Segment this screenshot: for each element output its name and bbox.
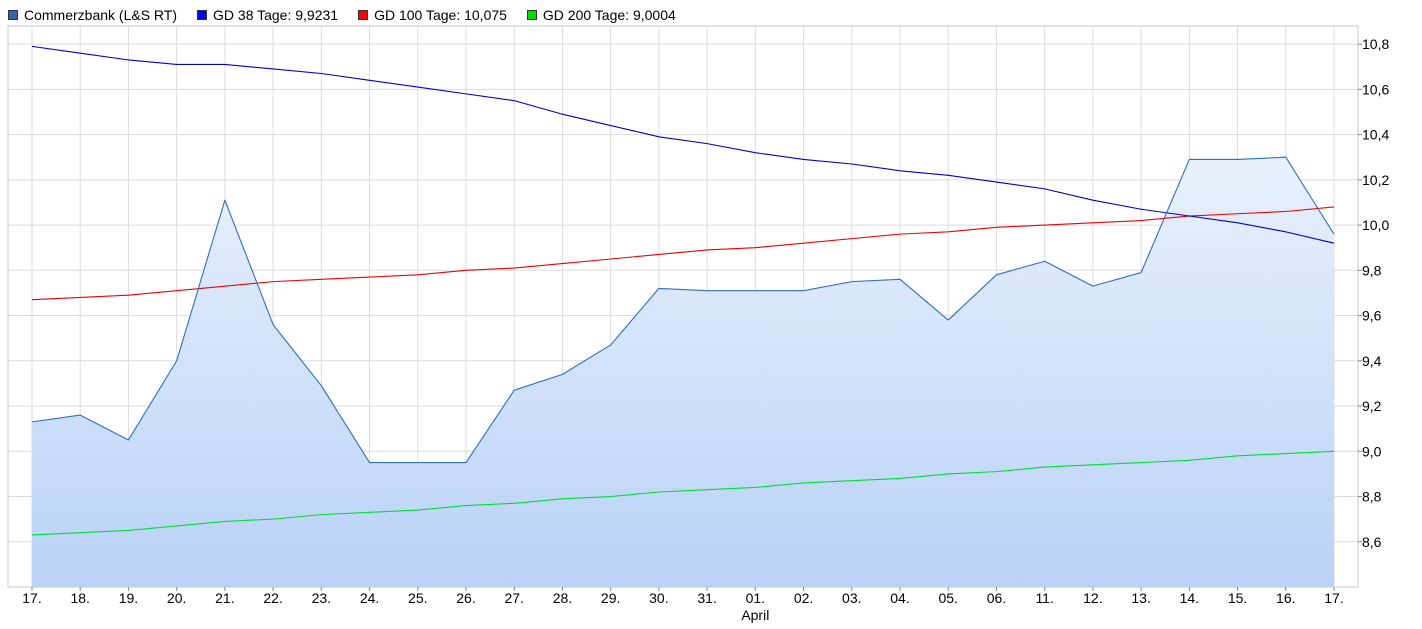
x-tick-label: 11. (1035, 590, 1053, 606)
x-tick-label: 01. (746, 590, 765, 606)
legend-swatch-gd200 (526, 10, 537, 20)
legend-item-commerzbank: Commerzbank (L&S RT) (8, 7, 177, 23)
x-tick-label: 25. (408, 590, 427, 606)
y-tick-label: 10,2 (1362, 172, 1389, 188)
legend-label-gd200: GD 200 Tage: 9,0004 (542, 7, 676, 23)
x-tick-label: 14. (1180, 590, 1199, 606)
y-tick-label: 8,6 (1362, 534, 1382, 550)
series-line-commerzbank (31, 156, 1335, 464)
x-tick-label: 30. (649, 590, 668, 606)
x-tick-label: 13. (1131, 590, 1150, 606)
legend-item-gd38: GD 38 Tage: 9,9231 (197, 7, 338, 23)
x-tick-label: 18. (70, 590, 89, 606)
x-tick-label: 27. (504, 590, 523, 606)
x-tick-label: 21. (215, 590, 234, 606)
series-lines (31, 45, 1335, 536)
x-tick-label: 22. (263, 590, 282, 606)
x-tick-label: 26. (456, 590, 475, 606)
series-line-gd200 (31, 450, 1335, 536)
x-tick-label: 23. (312, 590, 331, 606)
x-month-label: April (741, 607, 769, 623)
y-tick-label: 9,6 (1362, 308, 1382, 324)
plot-frame (7, 25, 1359, 588)
y-tick-label: 10,0 (1362, 217, 1389, 233)
x-tick-label: 31. (697, 590, 716, 606)
x-tick-label: 28. (553, 590, 572, 606)
legend-label-gd100: GD 100 Tage: 10,075 (374, 7, 507, 23)
y-tick-label: 9,4 (1362, 353, 1382, 369)
y-tick-label: 9,8 (1362, 262, 1382, 278)
x-tick-label: 17. (1324, 590, 1343, 606)
legend-item-gd200: GD 200 Tage: 9,0004 (526, 7, 676, 23)
y-axis: 8,6 8,8 9,0 9,2 9,4 9,6 9,8 10,0 10,2 10,4 10,6 10,… (1358, 36, 1389, 550)
x-tick-label: 19. (119, 590, 138, 606)
y-tick-label: 8,8 (1362, 489, 1382, 505)
x-tick-label: 06. (987, 590, 1006, 606)
legend-swatch-gd100 (358, 10, 369, 20)
x-tick-label: 04. (890, 590, 909, 606)
series-line-gd38 (31, 45, 1335, 244)
price-area-fill (32, 157, 1334, 588)
legend-item-gd100: GD 100 Tage: 10,075 (358, 7, 507, 23)
y-tick-label: 9,0 (1362, 443, 1382, 459)
series-line-gd100 (31, 206, 1335, 301)
x-tick-label: 02. (794, 590, 813, 606)
price-area (32, 157, 1334, 588)
y-tick-label: 10,4 (1362, 127, 1389, 143)
y-tick-label: 9,2 (1362, 398, 1382, 414)
x-tick-label: 05. (938, 590, 957, 606)
x-tick-label: 17. (22, 590, 41, 606)
x-tick-label: 16. (1276, 590, 1295, 606)
legend-swatch-gd38 (197, 10, 208, 20)
x-tick-label: 24. (360, 590, 379, 606)
x-tick-label: 15. (1228, 590, 1247, 606)
x-tick-label: 12. (1083, 590, 1102, 606)
x-tick-label: 20. (167, 590, 186, 606)
chart-legend: Commerzbank (L&S RT) GD 38 Tage: 9,9231 … (8, 6, 696, 24)
y-tick-label: 10,6 (1362, 81, 1389, 97)
legend-swatch-commerzbank (8, 10, 18, 20)
x-tick-label: 03. (842, 590, 861, 606)
legend-label-gd38: GD 38 Tage: 9,9231 (213, 7, 339, 23)
y-tick-label: 10,8 (1362, 36, 1389, 52)
x-axis: 17. 18. 19. 20. 21. 22. 23. 24. 25. 26. 27. 28. 29. 3… (22, 587, 1344, 623)
x-tick-label: 29. (601, 590, 620, 606)
legend-label-commerzbank: Commerzbank (L&S RT) (24, 7, 178, 23)
